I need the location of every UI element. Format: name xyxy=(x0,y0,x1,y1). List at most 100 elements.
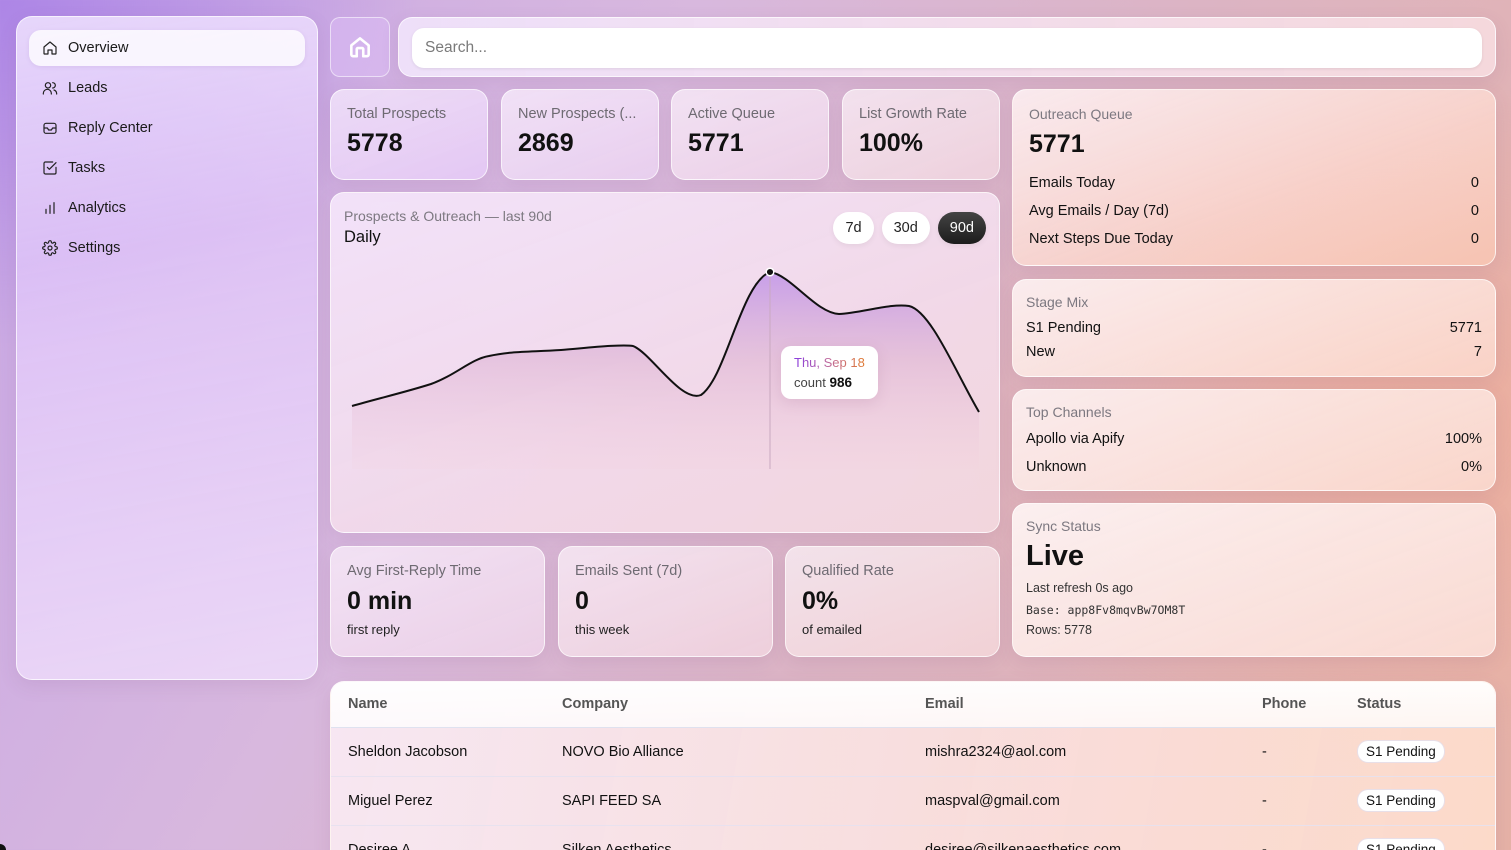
range-7d-button[interactable]: 7d xyxy=(833,212,874,244)
leads-table: Name Company Email Phone Status Sheldon … xyxy=(331,682,1495,850)
highlight-point[interactable] xyxy=(765,267,775,277)
rows-count-text: Rows: 5778 xyxy=(1026,623,1093,637)
panel-title: Sync Status xyxy=(1026,518,1101,534)
sidebar-item-reply-center[interactable]: Reply Center xyxy=(29,110,305,146)
range-90d-button[interactable]: 90d xyxy=(937,212,986,244)
stat-card-emails-sent: Emails Sent (7d) 0 this week xyxy=(558,546,773,657)
cell-status: S1 Pending xyxy=(1340,727,1495,777)
sidebar-item-label: Settings xyxy=(68,240,121,256)
kv-row: Avg Emails / Day (7d) 0 xyxy=(1029,197,1479,225)
sidebar-item-label: Tasks xyxy=(68,160,106,176)
sidebar: Overview Leads Reply Center Tasks Analyt… xyxy=(16,16,318,680)
stat-sub: first reply xyxy=(347,622,400,637)
stat-value: 0% xyxy=(802,587,839,615)
kv-label: Avg Emails / Day (7d) xyxy=(1029,203,1169,219)
cell-phone: - xyxy=(1245,776,1340,826)
gear-icon xyxy=(42,240,58,256)
kv-value: 0 xyxy=(1470,231,1479,247)
stat-value: 5771 xyxy=(688,129,744,157)
prospects-chart-card: Prospects & Outreach — last 90d Daily 7d… xyxy=(330,192,1000,533)
stat-label: New Prospects (... xyxy=(518,106,637,122)
sidebar-item-analytics[interactable]: Analytics xyxy=(29,190,305,226)
base-id-text: Base: app8Fv8mqvBw7OM8T xyxy=(1026,603,1186,617)
chart-area-fill xyxy=(352,272,979,469)
inbox-icon xyxy=(43,122,57,134)
table-row[interactable]: Sheldon Jacobson NOVO Bio Alliance mishr… xyxy=(331,727,1495,777)
chart-tooltip: Thu, Sep 18 count 986 xyxy=(781,346,878,399)
table-row[interactable]: Desiree A. Silken Aesthetics desiree@sil… xyxy=(331,825,1495,850)
kv-label: Next Steps Due Today xyxy=(1029,231,1174,247)
outreach-queue-card: Outreach Queue 5771 Emails Today 0 Avg E… xyxy=(1012,89,1496,266)
sidebar-item-leads[interactable]: Leads xyxy=(29,70,305,106)
kv-row: Apollo via Apify 100% xyxy=(1026,425,1482,453)
chart-title: Prospects & Outreach — last 90d xyxy=(344,208,552,224)
outreach-queue-value: 5771 xyxy=(1029,130,1085,158)
tooltip-value: 986 xyxy=(829,375,852,390)
stat-sub: this week xyxy=(575,622,630,637)
kv-label: New xyxy=(1026,344,1056,360)
kv-value: 0 xyxy=(1470,175,1479,191)
range-selector: 7d 30d 90d xyxy=(833,212,986,244)
cell-email: desiree@silkenaesthetics.com xyxy=(908,825,1245,850)
sidebar-item-overview[interactable]: Overview xyxy=(29,30,305,66)
sidebar-item-tasks[interactable]: Tasks xyxy=(29,150,305,186)
leads-table-card: Name Company Email Phone Status Sheldon … xyxy=(330,681,1496,850)
area-chart[interactable] xyxy=(331,193,1001,534)
kv-value: 0% xyxy=(1461,459,1482,475)
stage-mix-card: Stage Mix S1 Pending 5771 New 7 xyxy=(1012,279,1496,377)
column-header-phone[interactable]: Phone xyxy=(1245,682,1340,728)
column-header-status[interactable]: Status xyxy=(1340,682,1495,728)
sidebar-item-settings[interactable]: Settings xyxy=(29,230,305,266)
stat-value: 100% xyxy=(859,129,923,157)
column-header-email[interactable]: Email xyxy=(908,682,1245,728)
kv-row: Emails Today 0 xyxy=(1029,169,1479,197)
sync-status-value: Live xyxy=(1026,540,1085,572)
kv-label: Emails Today xyxy=(1029,175,1115,191)
stat-sub: of emailed xyxy=(802,622,862,637)
stat-label: List Growth Rate xyxy=(859,106,967,122)
cell-email: mishra2324@aol.com xyxy=(908,727,1245,777)
stat-value: 0 xyxy=(575,587,589,615)
status-badge: S1 Pending xyxy=(1357,789,1445,812)
range-30d-button[interactable]: 30d xyxy=(881,212,930,244)
sidebar-item-label: Leads xyxy=(68,80,108,96)
sidebar-item-label: Analytics xyxy=(68,200,127,216)
search-input[interactable] xyxy=(412,28,1482,68)
home-icon xyxy=(350,37,370,58)
cell-company: NOVO Bio Alliance xyxy=(545,727,908,777)
table-header-row: Name Company Email Phone Status xyxy=(331,682,1495,728)
cell-name: Miguel Perez xyxy=(331,776,545,826)
stat-value: 0 min xyxy=(347,587,413,615)
cell-phone: - xyxy=(1245,727,1340,777)
cell-name: Desiree A. xyxy=(331,825,545,850)
kv-label: Unknown xyxy=(1026,459,1087,475)
kv-label: Apollo via Apify xyxy=(1026,431,1125,447)
stat-label: Qualified Rate xyxy=(802,563,894,579)
status-badge: S1 Pending xyxy=(1357,740,1445,763)
kv-row: New 7 xyxy=(1026,340,1482,364)
stat-card-new-prospects: New Prospects (... 2869 xyxy=(501,89,659,180)
kv-row: S1 Pending 5771 xyxy=(1026,316,1482,340)
bar-chart-icon xyxy=(45,202,55,214)
table-row[interactable]: Miguel Perez SAPI FEED SA maspval@gmail.… xyxy=(331,776,1495,826)
kv-row: Next Steps Due Today 0 xyxy=(1029,225,1479,253)
status-badge: S1 Pending xyxy=(1357,838,1445,850)
stat-value: 5778 xyxy=(347,129,403,157)
sidebar-item-label: Overview xyxy=(68,40,129,56)
home-button[interactable] xyxy=(330,17,390,77)
column-header-name[interactable]: Name xyxy=(331,682,545,728)
tooltip-row: count 986 xyxy=(794,375,865,390)
search-bar xyxy=(398,17,1496,77)
home-icon xyxy=(43,41,57,55)
cell-email: maspval@gmail.com xyxy=(908,776,1245,826)
panel-title: Stage Mix xyxy=(1026,294,1089,310)
stat-label: Emails Sent (7d) xyxy=(575,563,683,579)
panel-title: Top Channels xyxy=(1026,404,1112,420)
kv-value: 100% xyxy=(1444,431,1482,447)
column-header-company[interactable]: Company xyxy=(545,682,908,728)
stat-label: Active Queue xyxy=(688,106,776,122)
top-channels-card: Top Channels Apollo via Apify 100% Unkno… xyxy=(1012,389,1496,491)
cell-name: Sheldon Jacobson xyxy=(331,727,545,777)
users-icon xyxy=(42,82,58,95)
cell-company: SAPI FEED SA xyxy=(545,776,908,826)
